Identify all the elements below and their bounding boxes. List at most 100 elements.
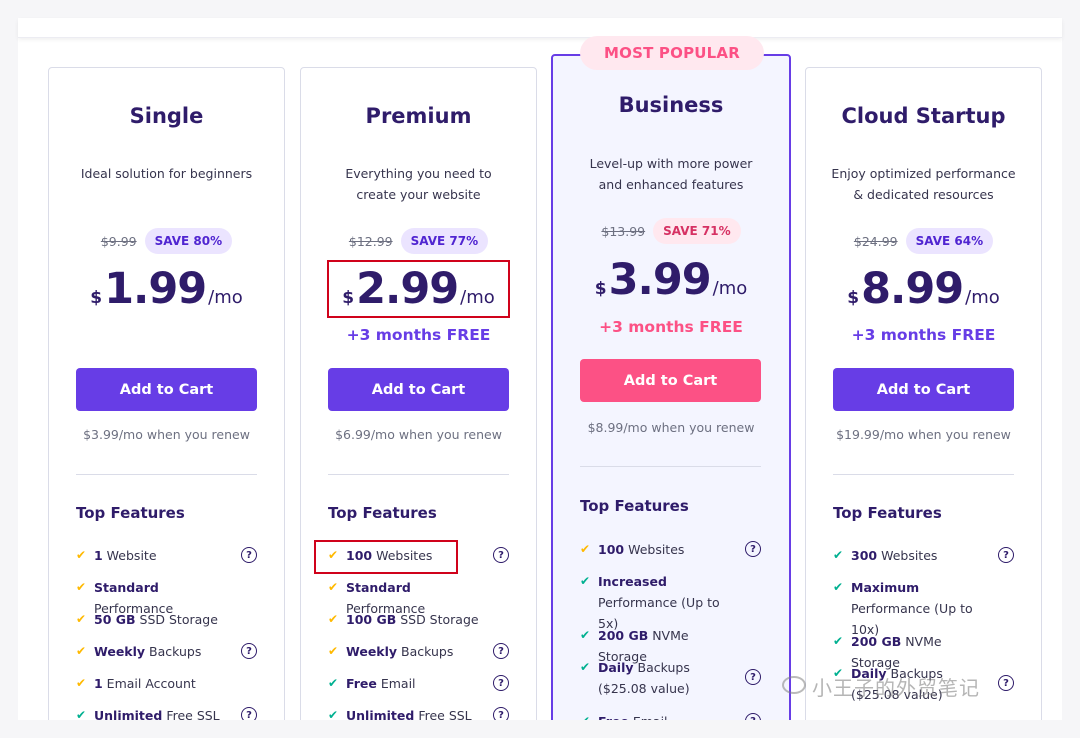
feature-item: ✔ Standard Performance xyxy=(328,577,509,619)
feature-item: ✔ 100 Websites? xyxy=(580,539,761,560)
check-icon: ✔ xyxy=(328,676,339,690)
original-price: $12.99 xyxy=(348,233,393,249)
add-to-cart-button[interactable]: Add to Cart xyxy=(76,368,257,411)
price-display: $ 3.99 /mo xyxy=(553,255,789,305)
feature-item: ✔ Unlimited Free SSL? xyxy=(76,705,257,726)
check-icon: ✔ xyxy=(328,708,339,722)
divider xyxy=(833,474,1014,475)
save-badge: SAVE 64% xyxy=(905,228,994,254)
feature-item: ✔ Standard Performance xyxy=(76,577,257,619)
price-display: $ 2.99 /mo xyxy=(301,264,536,314)
currency-symbol: $ xyxy=(594,279,607,299)
check-icon: ✔ xyxy=(328,580,339,594)
plan-card-cloud-startup: Cloud Startup Enjoy optimized performanc… xyxy=(805,67,1042,738)
window-left-margin xyxy=(0,0,18,738)
price-highlight-box xyxy=(327,260,510,318)
feature-item: ✔ Daily Backups ($25.08 value)? xyxy=(580,657,761,699)
most-popular-badge: MOST POPULAR xyxy=(580,36,764,70)
price-display: $ 1.99 /mo xyxy=(49,264,284,314)
features-heading: Top Features xyxy=(833,504,942,522)
plan-card-single: Single Ideal solution for beginners $9.9… xyxy=(48,67,285,738)
currency-symbol: $ xyxy=(847,288,860,308)
renew-price-note: $6.99/mo when you renew xyxy=(335,427,502,442)
check-icon: ✔ xyxy=(76,676,87,690)
feature-item: ✔ 100 GB SSD Storage xyxy=(328,609,509,630)
feature-item: ✔ 200 GB NVMe Storage xyxy=(833,631,1014,673)
check-icon: ✔ xyxy=(833,580,844,594)
price-period: /mo xyxy=(460,287,495,308)
discount-row: $12.99 SAVE 77% xyxy=(301,228,536,254)
price-display: $ 8.99 /mo xyxy=(806,264,1041,314)
wechat-icon xyxy=(782,676,806,694)
help-icon[interactable]: ? xyxy=(493,675,509,691)
plan-name: Single xyxy=(129,104,204,128)
price-period: /mo xyxy=(208,287,243,308)
check-icon: ✔ xyxy=(76,548,87,562)
check-icon: ✔ xyxy=(328,644,339,658)
original-price: $13.99 xyxy=(601,223,646,239)
divider xyxy=(76,474,257,475)
window-top-margin xyxy=(0,0,1080,18)
plan-description: Everything you need to create your websi… xyxy=(345,166,492,202)
bonus-months: +3 months FREE xyxy=(599,318,743,336)
help-icon[interactable]: ? xyxy=(493,643,509,659)
feature-item: ✔Free Email? xyxy=(328,673,509,694)
feature-item: ✔ 1 Email Account xyxy=(76,673,257,694)
check-icon: ✔ xyxy=(580,660,591,674)
plan-card-premium: Premium Everything you need to create yo… xyxy=(300,67,537,738)
feature-highlight-box xyxy=(314,540,458,574)
feature-item: ✔ 200 GB NVMe Storage xyxy=(580,625,761,667)
divider xyxy=(580,466,761,467)
check-icon: ✔ xyxy=(76,708,87,722)
original-price: $9.99 xyxy=(100,233,137,249)
check-icon: ✔ xyxy=(76,612,87,626)
help-icon[interactable]: ? xyxy=(998,547,1014,563)
plan-description: Level-up with more power and enhanced fe… xyxy=(589,156,753,192)
save-badge: SAVE 77% xyxy=(400,228,489,254)
features-heading: Top Features xyxy=(580,497,689,515)
check-icon: ✔ xyxy=(833,634,844,648)
plan-name: Business xyxy=(618,93,724,117)
plan-description: Ideal solution for beginners xyxy=(80,166,253,181)
help-icon[interactable]: ? xyxy=(745,541,761,557)
price-period: /mo xyxy=(965,287,1000,308)
divider xyxy=(328,474,509,475)
discount-row: $13.99 SAVE 71% xyxy=(553,218,789,244)
check-icon: ✔ xyxy=(580,628,591,642)
feature-item: ✔ Unlimited Free SSL? xyxy=(328,705,509,726)
check-icon: ✔ xyxy=(76,644,87,658)
add-to-cart-button[interactable]: Add to Cart xyxy=(580,359,761,402)
help-icon[interactable]: ? xyxy=(241,547,257,563)
price-amount: 2.99 xyxy=(356,264,459,314)
price-amount: 3.99 xyxy=(608,255,712,305)
feature-item: ✔ Increased Performance (Up to 5x) xyxy=(580,571,761,634)
save-badge: SAVE 80% xyxy=(144,228,233,254)
help-icon[interactable]: ? xyxy=(493,547,509,563)
page-header-strip xyxy=(18,18,1062,38)
feature-item: ✔ 100 Websites? xyxy=(328,545,509,566)
original-price: $24.99 xyxy=(853,233,898,249)
feature-item: ✔ Daily Backups ($25.08 value)? xyxy=(833,663,1014,705)
currency-symbol: $ xyxy=(342,288,355,308)
feature-item: ✔ 1 Website? xyxy=(76,545,257,566)
price-amount: 8.99 xyxy=(861,264,964,314)
discount-row: $9.99 SAVE 80% xyxy=(49,228,284,254)
window-right-margin xyxy=(1062,0,1080,738)
features-heading: Top Features xyxy=(76,504,185,522)
check-icon: ✔ xyxy=(833,666,844,680)
plan-description: Enjoy optimized performance & dedicated … xyxy=(831,166,1016,202)
currency-symbol: $ xyxy=(90,288,103,308)
feature-item: ✔ Maximum Performance (Up to 10x) xyxy=(833,577,1014,640)
feature-item: ✔ Weekly Backups? xyxy=(76,641,257,662)
save-badge: SAVE 71% xyxy=(653,218,741,244)
help-icon[interactable]: ? xyxy=(241,643,257,659)
plan-name: Premium xyxy=(365,104,472,128)
add-to-cart-button[interactable]: Add to Cart xyxy=(328,368,509,411)
renew-price-note: $19.99/mo when you renew xyxy=(836,427,1011,442)
add-to-cart-button[interactable]: Add to Cart xyxy=(833,368,1014,411)
help-icon[interactable]: ? xyxy=(745,669,761,685)
help-icon[interactable]: ? xyxy=(998,675,1014,691)
renew-price-note: $3.99/mo when you renew xyxy=(83,427,250,442)
bonus-months: +3 months FREE xyxy=(346,326,491,344)
price-amount: 1.99 xyxy=(104,264,207,314)
